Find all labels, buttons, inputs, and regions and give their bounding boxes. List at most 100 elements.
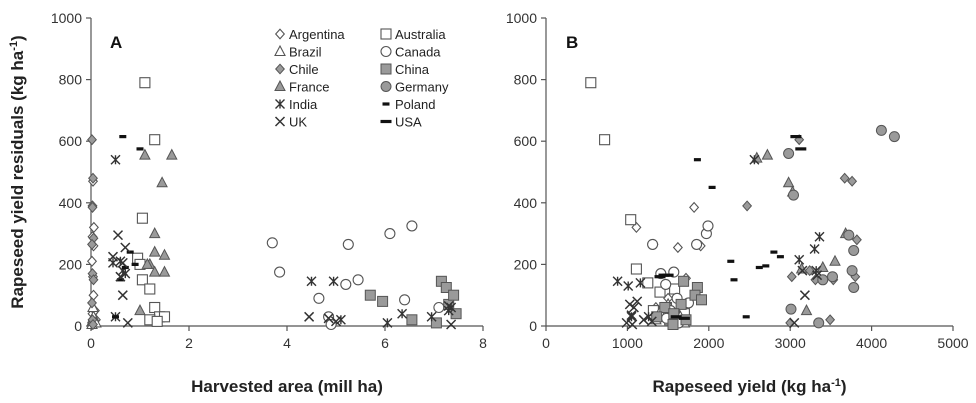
point-germany xyxy=(813,317,825,329)
x-tick-label: 4000 xyxy=(856,335,887,351)
point-germany xyxy=(848,245,860,256)
point-germany xyxy=(848,282,860,293)
y-axis-title: Rapeseed yield residuals (kg ha-1) xyxy=(8,35,27,308)
x-axis-title: Harvested area (mill ha) xyxy=(191,377,383,396)
x-tick-label: 6 xyxy=(381,335,389,351)
point-china xyxy=(678,275,690,287)
point-germany xyxy=(843,229,855,241)
point-france xyxy=(829,255,841,266)
x-tick-label: 4 xyxy=(283,335,291,351)
x-tick-label: 1000 xyxy=(612,335,643,351)
point-australia xyxy=(630,263,642,275)
point-france xyxy=(783,176,795,188)
point-uk xyxy=(303,311,315,323)
x-tick-label: 2000 xyxy=(693,335,724,351)
point-poland xyxy=(762,264,770,268)
point-france xyxy=(761,149,773,160)
point-australia xyxy=(599,134,611,146)
x-tick-label: 0 xyxy=(542,335,550,351)
y-tick-label: 600 xyxy=(514,133,538,149)
point-france xyxy=(159,266,170,277)
point-argentina xyxy=(689,202,699,213)
point-canada xyxy=(433,301,445,314)
point-france xyxy=(166,149,178,160)
point-canada xyxy=(399,294,411,306)
legend: Argentina Australia Brazil Canada Chile China… xyxy=(274,27,449,130)
y-tick-label: 200 xyxy=(59,256,83,272)
point-france xyxy=(801,304,812,316)
legend-marker-china xyxy=(380,63,392,75)
y-tick-label: 400 xyxy=(59,195,83,211)
point-canada xyxy=(660,278,672,290)
point-canada xyxy=(702,220,714,232)
x-tick-label: 2 xyxy=(185,335,193,351)
point-india xyxy=(612,276,623,287)
y-tick-label: 200 xyxy=(514,256,538,272)
point-france xyxy=(149,246,161,257)
point-india xyxy=(382,317,393,329)
point-chile xyxy=(825,314,835,326)
legend-label-argentina: Argentina xyxy=(289,27,345,42)
legend-label-france: France xyxy=(289,80,329,95)
point-germany xyxy=(785,303,797,315)
point-australia xyxy=(585,77,597,89)
point-chile xyxy=(87,134,97,145)
point-uk xyxy=(112,229,124,241)
x-tick-label: 0 xyxy=(87,335,95,351)
panel-a: 0 2 4 6 8 0 200 400 600 800 1000 A Harvested area (m… xyxy=(8,10,487,396)
point-usa xyxy=(790,135,802,139)
y-tick-label: 800 xyxy=(59,72,83,88)
point-france xyxy=(149,227,161,239)
panel-b: 0 1000 2000 3000 4000 5000 0 200 400 600 800 1000 B R… xyxy=(506,10,969,396)
point-usa xyxy=(662,273,674,277)
legend-marker-usa xyxy=(380,119,392,124)
point-australia xyxy=(136,212,148,224)
point-france xyxy=(139,149,151,160)
point-canada xyxy=(647,238,659,250)
legend-label-chile: Chile xyxy=(289,62,319,77)
point-france xyxy=(134,304,146,316)
legend-label-brazil: Brazil xyxy=(289,45,322,60)
point-germany xyxy=(846,265,858,277)
point-poland xyxy=(776,255,784,259)
point-canada xyxy=(406,220,418,232)
point-canada xyxy=(384,228,396,240)
point-china xyxy=(377,295,389,307)
point-canada xyxy=(313,292,325,304)
point-india xyxy=(814,231,825,242)
x-tick-label: 8 xyxy=(479,335,487,351)
point-germany xyxy=(827,271,838,283)
point-india xyxy=(426,311,437,322)
point-uk xyxy=(120,242,131,253)
point-australia xyxy=(139,77,151,89)
legend-label-australia: Australia xyxy=(395,27,446,42)
legend-marker-argentina xyxy=(275,28,285,40)
point-india xyxy=(306,276,317,287)
point-canada xyxy=(691,238,703,250)
legend-marker-canada xyxy=(380,45,392,58)
point-poland xyxy=(742,315,750,319)
point-germany xyxy=(875,124,887,136)
point-canada xyxy=(274,266,286,278)
panel-label-b: B xyxy=(566,33,578,52)
data-points xyxy=(585,77,900,330)
legend-marker-brazil xyxy=(274,45,286,57)
point-poland xyxy=(131,262,139,266)
point-china xyxy=(430,317,442,329)
point-australia xyxy=(151,315,163,327)
point-argentina xyxy=(673,242,683,253)
point-china xyxy=(448,289,460,301)
y-tick-label: 0 xyxy=(529,318,537,334)
x-axis-title: Rapeseed yield (kg ha-1) xyxy=(652,377,846,396)
point-france xyxy=(159,249,170,260)
point-uk xyxy=(799,289,811,301)
legend-marker-india xyxy=(274,98,286,110)
point-usa xyxy=(678,316,690,320)
point-uk xyxy=(445,319,457,330)
point-poland xyxy=(119,135,127,139)
point-poland xyxy=(755,265,763,270)
point-australia xyxy=(625,214,637,226)
legend-label-canada: Canada xyxy=(395,45,441,60)
y-tick-label: 400 xyxy=(514,195,538,211)
